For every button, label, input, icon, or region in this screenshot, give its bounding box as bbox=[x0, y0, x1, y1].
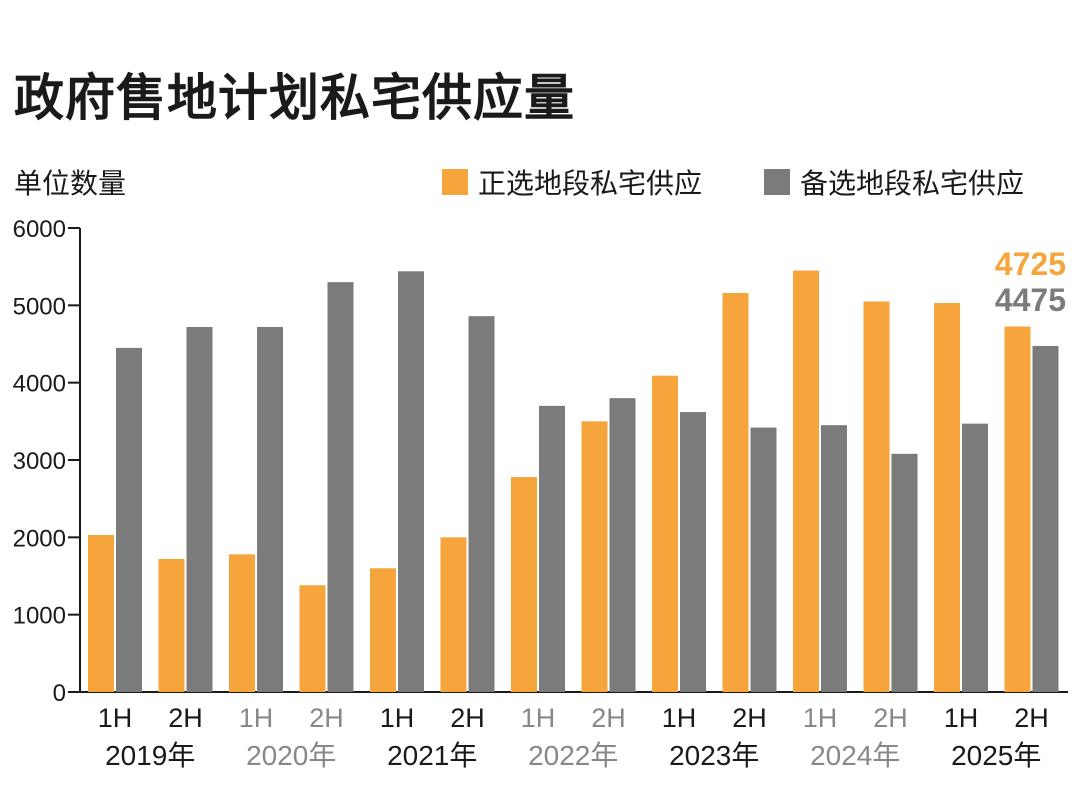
y-tick-label: 3000 bbox=[13, 448, 66, 475]
bar-alternate bbox=[186, 326, 213, 692]
y-tick-label: 4000 bbox=[13, 371, 66, 398]
bar-primary bbox=[299, 585, 326, 692]
x-category-label: 1H bbox=[380, 703, 415, 733]
year-label: 2020年 bbox=[246, 740, 336, 771]
bar-alternate bbox=[257, 326, 283, 692]
legend-label-alternate: 备选地段私宅供应 bbox=[800, 167, 1025, 200]
annotation-primary-value: 4725 bbox=[995, 246, 1066, 282]
bar-primary bbox=[793, 270, 819, 692]
y-tick-label: 2000 bbox=[13, 525, 66, 552]
x-category-label: 2H bbox=[168, 703, 203, 733]
bar-alternate bbox=[750, 427, 777, 692]
x-category-label: 2H bbox=[1014, 703, 1049, 733]
bar-alternate bbox=[821, 425, 847, 692]
y-tick-label: 1000 bbox=[13, 603, 66, 630]
bar-primary bbox=[511, 477, 537, 692]
annotation-alternate-value: 4475 bbox=[995, 282, 1066, 318]
x-category-label: 2H bbox=[732, 703, 767, 733]
bar-alternate bbox=[539, 405, 565, 692]
x-category-label: 1H bbox=[803, 703, 838, 733]
x-category-label: 1H bbox=[662, 703, 697, 733]
year-label: 2025年 bbox=[951, 740, 1041, 771]
bar-primary bbox=[934, 303, 960, 692]
x-category-label: 2H bbox=[309, 703, 344, 733]
bar-primary bbox=[652, 375, 678, 692]
x-category-label: 1H bbox=[98, 703, 133, 733]
bar-alternate bbox=[398, 271, 424, 692]
year-label: 2024年 bbox=[810, 740, 900, 771]
bar-alternate bbox=[680, 412, 706, 692]
x-category-label: 1H bbox=[944, 703, 979, 733]
bar-alternate bbox=[116, 347, 142, 692]
bar-alternate bbox=[1032, 345, 1059, 692]
y-tick-label: 5000 bbox=[13, 293, 66, 320]
y-tick-label: 0 bbox=[53, 680, 66, 707]
legend-item-alternate: 备选地段私宅供应 bbox=[764, 162, 1024, 202]
bar-primary bbox=[722, 292, 749, 692]
x-category-label: 1H bbox=[521, 703, 556, 733]
legend-label-primary: 正选地段私宅供应 bbox=[478, 167, 703, 200]
bar-alternate bbox=[962, 423, 988, 692]
bar-primary bbox=[158, 558, 185, 692]
year-label: 2023年 bbox=[669, 740, 759, 771]
bar-primary bbox=[581, 421, 608, 692]
x-category-label: 1H bbox=[239, 703, 274, 733]
year-label: 2021年 bbox=[387, 740, 477, 771]
year-label: 2022年 bbox=[528, 740, 618, 771]
legend-item-primary: 正选地段私宅供应 bbox=[442, 162, 702, 202]
bar-primary bbox=[440, 537, 467, 692]
bar-primary bbox=[88, 535, 114, 692]
year-label: 2019年 bbox=[105, 740, 195, 771]
bar-primary bbox=[229, 554, 255, 692]
bar-primary bbox=[863, 301, 890, 692]
x-category-label: 2H bbox=[450, 703, 485, 733]
legend-swatch-primary bbox=[442, 169, 468, 195]
bar-alternate bbox=[609, 398, 636, 692]
bar-primary bbox=[1004, 326, 1031, 692]
y-axis-label: 单位数量 bbox=[14, 167, 127, 200]
bar-primary bbox=[370, 568, 396, 692]
x-category-label: 2H bbox=[591, 703, 626, 733]
y-tick-label: 6000 bbox=[13, 216, 66, 243]
legend-swatch-alternate bbox=[764, 169, 790, 195]
x-category-label: 2H bbox=[873, 703, 908, 733]
bar-alternate bbox=[891, 453, 918, 692]
chart-title: 政府售地计划私宅供应量 bbox=[14, 69, 575, 127]
bar-alternate bbox=[327, 282, 354, 692]
bar-alternate bbox=[468, 316, 495, 692]
